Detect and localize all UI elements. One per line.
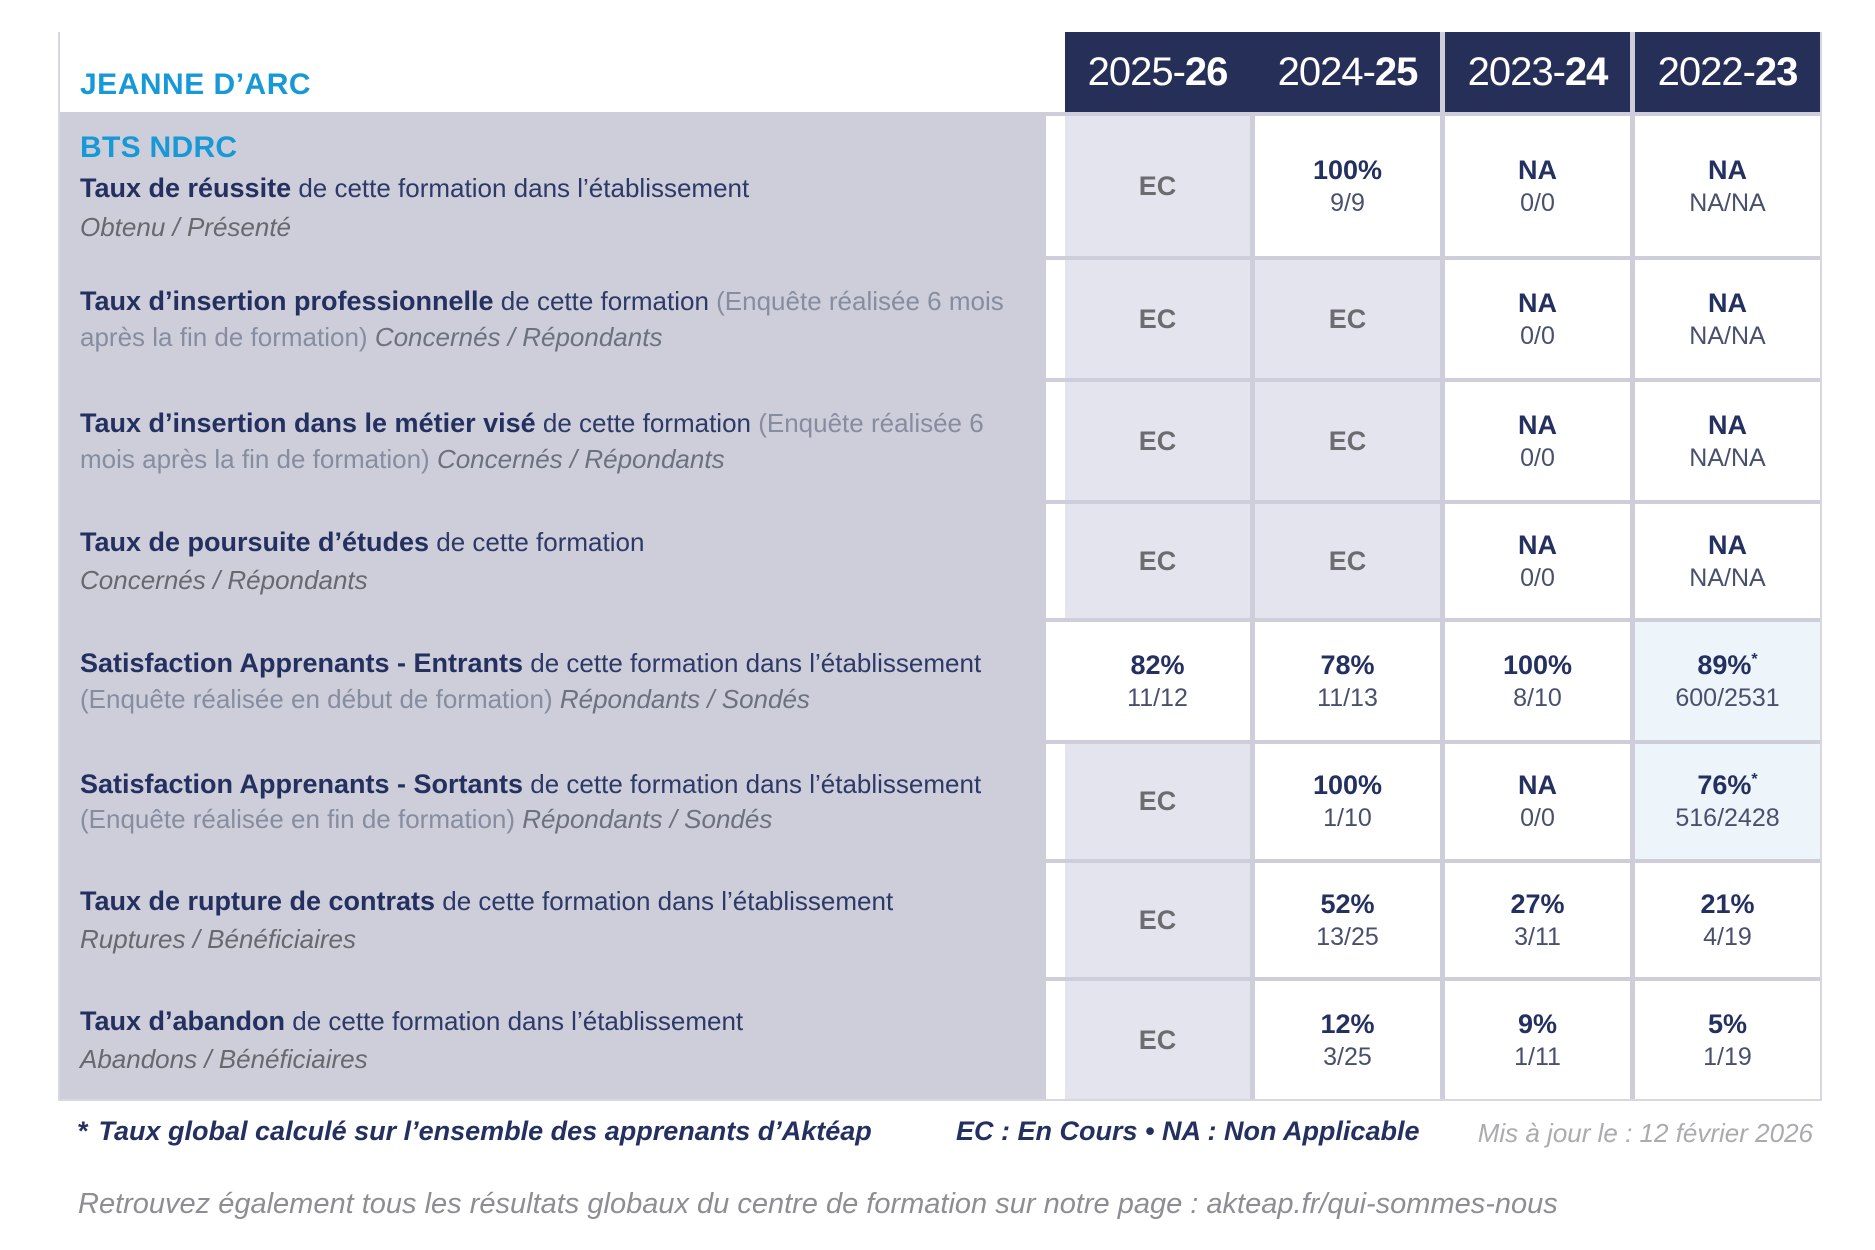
cell-poursuite-2025-26: EC [1065, 504, 1250, 618]
results-table: JEANNE D’ARC 2025- 26 2024- 25 2023- 24 202… [58, 32, 1822, 1101]
gutter [1046, 32, 1065, 112]
row-label-satisfaction-sortants: Satisfaction Apprenants - Sortants de ce… [60, 744, 1046, 859]
cell-abandon-2024-25: 12% 3/25 [1255, 981, 1440, 1099]
cell-satentrants-2023-24: 100% 8/10 [1445, 622, 1630, 740]
row-label-sub: Concernés / Répondants [80, 565, 368, 596]
cell-satentrants-2025-26: 82% 11/12 [1065, 622, 1250, 740]
year-start: 2023- [1467, 49, 1566, 94]
cell-satsortants-2023-24: NA 0/0 [1445, 744, 1630, 859]
cell-satsortants-2022-23: 76%* 516/2428 [1635, 744, 1820, 859]
cell-reussite-2023-24: NA 0/0 [1445, 116, 1630, 256]
cell-rupture-2025-26: EC [1065, 863, 1250, 977]
gutter [1046, 382, 1065, 500]
cell-abandon-2022-23: 5% 1/19 [1635, 981, 1820, 1099]
row-label-taux-reussite: BTS NDRC Taux de réussite de cette forma… [60, 116, 1046, 256]
row-label-insertion-metier: Taux d’insertion dans le métier visé de … [60, 382, 1046, 500]
cell-abandon-2023-24: 9% 1/11 [1445, 981, 1630, 1099]
cell-poursuite-2022-23: NA NA/NA [1635, 504, 1820, 618]
cell-rupture-2023-24: 27% 3/11 [1445, 863, 1630, 977]
cell-abandon-2025-26: EC [1065, 981, 1250, 1099]
cell-metier-2024-25: EC [1255, 382, 1440, 500]
cell-satsortants-2024-25: 100% 1/10 [1255, 744, 1440, 859]
brand-title: JEANNE D’ARC [80, 68, 312, 101]
row-label-poursuite-etudes: Taux de poursuite d’études de cette form… [60, 504, 1046, 618]
gutter [1046, 622, 1065, 740]
cell-poursuite-2023-24: NA 0/0 [1445, 504, 1630, 618]
year-start: 2024- [1277, 49, 1376, 94]
column-header-2024-25: 2024- 25 [1255, 32, 1440, 112]
row-label-text: Satisfaction Apprenants - Sortants de ce… [80, 768, 982, 835]
year-end: 24 [1564, 49, 1608, 94]
column-header-2023-24: 2023- 24 [1445, 32, 1630, 112]
cell-metier-2025-26: EC [1065, 382, 1250, 500]
asterisk: * [78, 1116, 89, 1146]
year-end: 25 [1374, 49, 1418, 94]
gutter [1046, 744, 1065, 859]
column-header-2022-23: 2022- 23 [1635, 32, 1820, 112]
row-label-text: Taux de rupture de contrats de cette for… [80, 885, 894, 916]
global-rate-star: * [1751, 771, 1758, 788]
cell-metier-2023-24: NA 0/0 [1445, 382, 1630, 500]
brand-header-cell: JEANNE D’ARC [60, 32, 1046, 112]
cell-reussite-2022-23: NA NA/NA [1635, 116, 1820, 256]
year-start: 2025- [1087, 49, 1186, 94]
gutter [1046, 863, 1065, 977]
footnote-bar: * Taux global calculé sur l’ensemble des … [78, 1116, 1818, 1148]
global-rate-star: * [1751, 650, 1758, 668]
gutter [1046, 981, 1065, 1099]
row-label-sub: Abandons / Bénéficiaires [80, 1044, 368, 1075]
year-header-group: 2025- 26 2024- 25 [1065, 32, 1440, 112]
row-label-rupture-contrats: Taux de rupture de contrats de cette for… [60, 863, 1046, 977]
row-label-abandon: Taux d’abandon de cette formation dans l… [60, 981, 1046, 1099]
column-header-2025-26: 2025- 26 [1065, 32, 1250, 112]
cell-insertionpro-2023-24: NA 0/0 [1445, 260, 1630, 378]
year-end: 23 [1754, 49, 1798, 94]
cell-satsortants-2025-26: EC [1065, 744, 1250, 859]
year-end: 26 [1184, 49, 1228, 94]
abbreviation-legend: EC : En Cours • NA : Non Applicable [956, 1116, 1420, 1146]
cell-reussite-2024-25: 100% 9/9 [1255, 116, 1440, 256]
gutter [1046, 260, 1065, 378]
row-label-text: Taux d’insertion professionnelle de cett… [80, 286, 1004, 352]
row-label-text: Taux de poursuite d’études de cette form… [80, 526, 645, 557]
cell-metier-2022-23: NA NA/NA [1635, 382, 1820, 500]
row-label-text: Taux d’abandon de cette formation dans l… [80, 1005, 744, 1036]
row-label-sub: Ruptures / Bénéficiaires [80, 924, 357, 955]
row-label-insertion-pro: Taux d’insertion professionnelle de cett… [60, 260, 1046, 378]
cell-insertionpro-2022-23: NA NA/NA [1635, 260, 1820, 378]
global-results-link-note: Retrouvez également tous les résultats g… [78, 1188, 1558, 1220]
row-label-text: Taux d’insertion dans le métier visé de … [80, 408, 984, 474]
cell-rupture-2022-23: 21% 4/19 [1635, 863, 1820, 977]
program-title: BTS NDRC [80, 130, 238, 164]
cell-reussite-2025-26: EC [1065, 116, 1250, 256]
cell-satentrants-2022-23: 89%* 600/2531 [1635, 622, 1820, 740]
cell-insertionpro-2025-26: EC [1065, 260, 1250, 378]
row-label-satisfaction-entrants: Satisfaction Apprenants - Entrants de ce… [60, 622, 1046, 740]
row-label-text: Satisfaction Apprenants - Entrants de ce… [80, 648, 982, 714]
cell-rupture-2024-25: 52% 13/25 [1255, 863, 1440, 977]
cell-poursuite-2024-25: EC [1255, 504, 1440, 618]
cell-insertionpro-2024-25: EC [1255, 260, 1440, 378]
last-updated-date: Mis à jour le : 12 février 2026 [1477, 1118, 1813, 1148]
global-rate-footnote: * Taux global calculé sur l’ensemble des … [78, 1116, 872, 1146]
cell-satentrants-2024-25: 78% 11/13 [1255, 622, 1440, 740]
gutter [1046, 504, 1065, 618]
row-label-text: Taux de réussite de cette formation dans… [80, 173, 750, 204]
row-label-sub: Obtenu / Présenté [80, 211, 292, 242]
gutter [1046, 116, 1065, 256]
year-start: 2022- [1657, 49, 1756, 94]
